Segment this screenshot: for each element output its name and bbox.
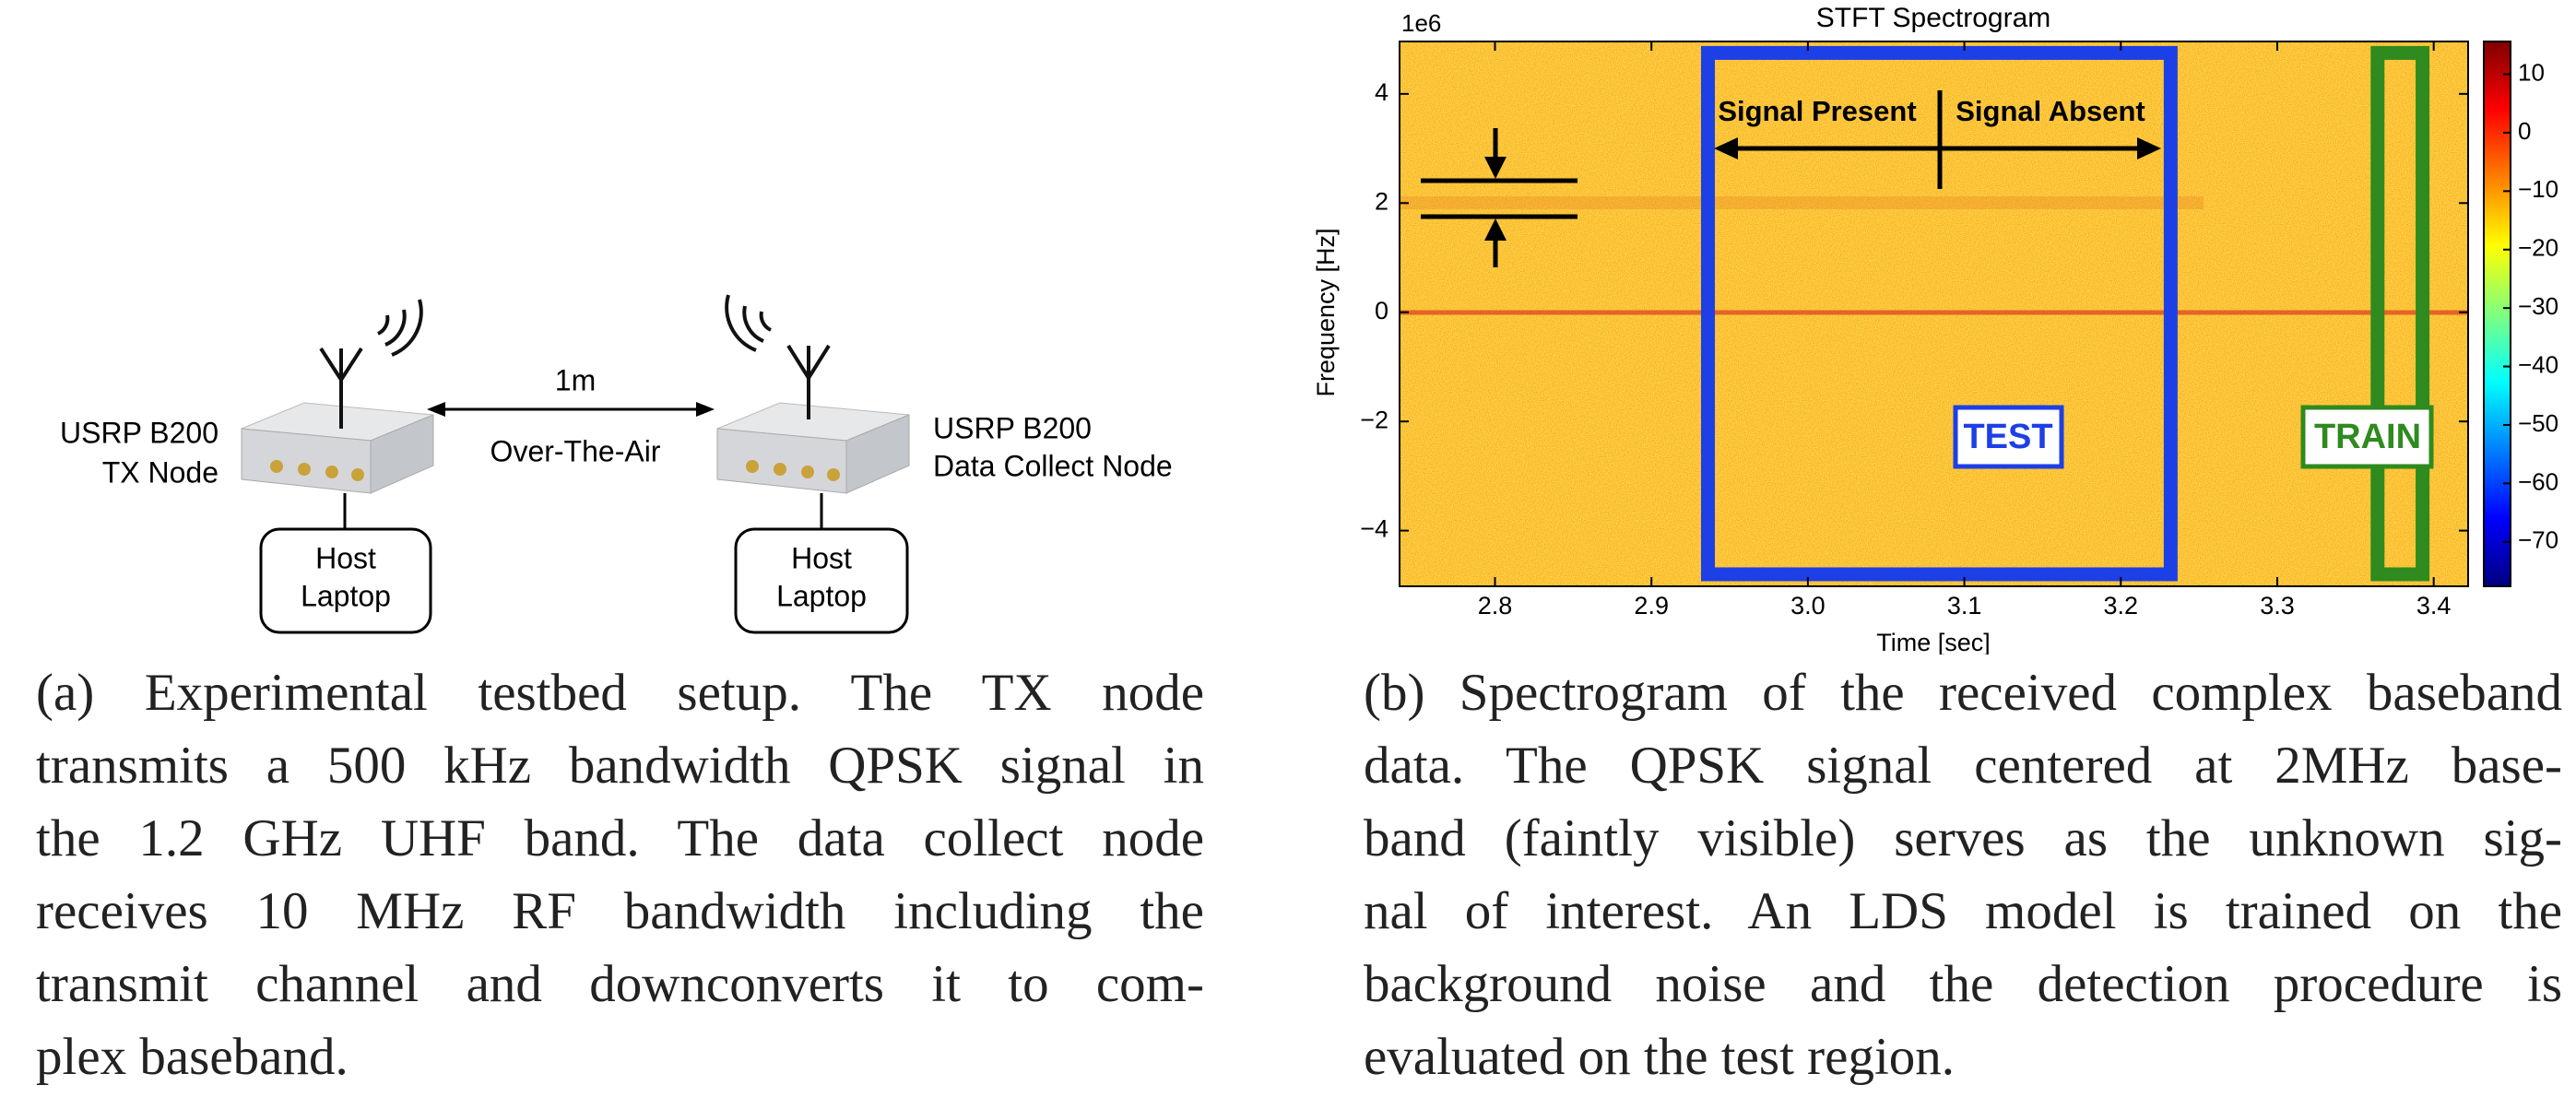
caption-a: (a) Experimental testbed setup. The TX n…: [36, 656, 1204, 1093]
caption-line: transmits a 500 kHz bandwidth QPSK signa…: [36, 729, 1204, 802]
host-label: Laptop: [301, 579, 391, 612]
caption-line: evaluated on the test region.: [1364, 1020, 2562, 1093]
y-tick-label: −4: [1360, 515, 1388, 543]
annotation-right: Signal Absent: [1956, 95, 2145, 127]
colorbar-tick-label: −10: [2518, 175, 2558, 203]
x-axis-label: Time [sec]: [1876, 629, 1991, 655]
chart-title: STFT Spectrogram: [1816, 3, 2051, 33]
caption-line: receives 10 MHz RF bandwidth including t…: [36, 875, 1204, 948]
x-tick-label: 3.2: [2104, 592, 2139, 619]
y-tick-label: 0: [1375, 297, 1388, 324]
page: {"diagram":{"nodes":[{"name":"USRP B200"…: [0, 0, 2576, 1097]
node-name: USRP B200: [60, 416, 219, 449]
caption-line: background noise and the detection proce…: [1364, 948, 2562, 1020]
caption-line: the 1.2 GHz UHF band. The data collect n…: [36, 802, 1204, 875]
x-tick-label: 3.3: [2260, 592, 2295, 619]
colorbar-tick-label: −20: [2518, 234, 2558, 262]
colorbar-tick-label: −50: [2518, 409, 2558, 437]
x-tick-label: 2.9: [1634, 592, 1669, 619]
arrow-head: [696, 402, 715, 417]
colorbar-tick-label: 0: [2518, 117, 2531, 145]
diagram: 1m Over-The-Air USRP B200 TX Node USRP B…: [60, 295, 1173, 632]
offset-label: 1e6: [1401, 9, 1441, 37]
caption-line: band (faintly visible) serves as the unk…: [1364, 802, 2562, 875]
x-tick-label: 3.4: [2416, 592, 2452, 619]
region-label: TRAIN: [2314, 418, 2421, 456]
caption-line: data. The QPSK signal centered at 2MHz b…: [1364, 729, 2562, 802]
node-role: Data Collect Node: [933, 449, 1173, 482]
caption-line: (b) Spectrogram of the received complex …: [1364, 656, 2562, 729]
x-tick-label: 3.0: [1790, 592, 1826, 619]
caption-b: (b) Spectrogram of the received complex …: [1364, 656, 2562, 1093]
colorbar-tick-label: −30: [2518, 292, 2558, 320]
caption-line: (a) Experimental testbed setup. The TX n…: [36, 656, 1204, 729]
x-tick-label: 2.8: [1478, 592, 1513, 619]
annotation-left: Signal Present: [1718, 95, 1916, 127]
host-label: Host: [791, 541, 852, 574]
y-tick-label: 2: [1375, 187, 1388, 215]
colorbar-tick-label: −60: [2518, 467, 2558, 495]
caption-line: plex baseband.: [36, 1020, 1204, 1093]
colorbar: [2484, 41, 2511, 586]
host-label: Laptop: [776, 579, 867, 612]
node-role: TX Node: [102, 455, 219, 489]
region-label: TEST: [1963, 418, 2052, 456]
colorbar-tick-label: −70: [2518, 526, 2558, 554]
distance-label: 1m: [555, 363, 596, 396]
y-tick-label: 4: [1375, 78, 1388, 106]
antenna: [727, 295, 829, 419]
caption-line: nal of interest. An LDS model is trained…: [1364, 875, 2562, 948]
y-tick-label: −2: [1360, 406, 1388, 433]
figure: 1m Over-The-Air USRP B200 TX Node USRP B…: [0, 0, 2576, 655]
spectrogram-chart: STFT Spectrogram 1e6 Time [sec] Frequenc…: [1312, 3, 2558, 655]
medium-label: Over-The-Air: [490, 434, 661, 467]
node-name: USRP B200: [933, 411, 1092, 444]
colorbar-tick-label: −40: [2518, 350, 2558, 378]
colorbar-tick-label: 10: [2518, 58, 2545, 86]
y-axis-label: Frequency [Hz]: [1312, 228, 1340, 396]
x-tick-label: 3.1: [1947, 592, 1982, 619]
caption-line: transmit channel and downconverts it to …: [36, 948, 1204, 1020]
host-label: Host: [315, 541, 376, 574]
